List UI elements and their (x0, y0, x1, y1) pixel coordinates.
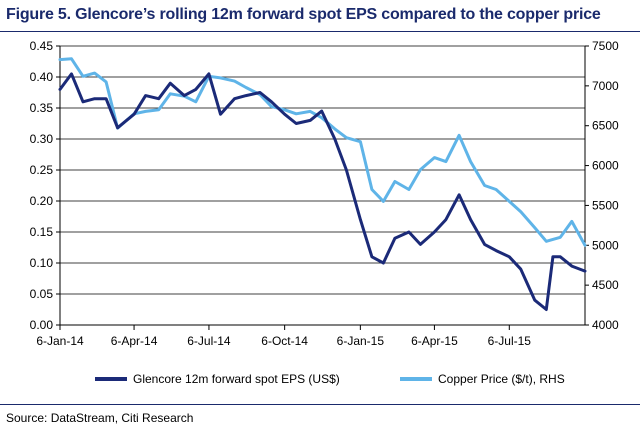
source-rule (0, 404, 640, 405)
left-axis-ticks: 0.00 0.05 0.10 0.15 0.20 0.25 0.30 0.35 0.40 0.45 (30, 39, 60, 332)
left-tick-label: 0.40 (30, 70, 54, 84)
x-tick-label: 6-Apr-14 (111, 334, 158, 348)
x-tick-label: 6-Jul-15 (488, 334, 532, 348)
left-tick-label: 0.20 (30, 194, 54, 208)
grid-lines (60, 45, 585, 295)
legend-swatch-eps (95, 377, 127, 381)
figure-title: Figure 5. Glencore’s rolling 12m forward… (6, 6, 601, 23)
left-tick-label: 0.10 (30, 256, 54, 270)
right-tick-label: 5000 (592, 238, 619, 252)
left-tick-label: 0.05 (30, 287, 54, 301)
x-tick-label: 6-Oct-14 (261, 334, 308, 348)
legend-item-copper: Copper Price ($/t), RHS (400, 372, 565, 386)
axes (59, 46, 586, 326)
right-tick-label: 6500 (592, 119, 619, 133)
right-tick-label: 6000 (592, 159, 619, 173)
right-tick-label: 4000 (592, 318, 619, 332)
legend-swatch-copper (400, 377, 432, 381)
left-tick-label: 0.25 (30, 163, 54, 177)
left-tick-label: 0.45 (30, 39, 54, 53)
series-line-eps (58, 72, 587, 311)
legend-label-copper: Copper Price ($/t), RHS (438, 372, 565, 386)
right-tick-label: 5500 (592, 198, 619, 212)
right-axis-ticks: 4000 4500 5000 5500 6000 6500 7000 7500 (585, 39, 619, 332)
left-tick-label: 0.30 (30, 132, 54, 146)
left-tick-label: 0.15 (30, 225, 54, 239)
legend-label-eps: Glencore 12m forward spot EPS (US$) (133, 372, 340, 386)
legend: Glencore 12m forward spot EPS (US$) Copp… (0, 372, 640, 392)
left-tick-label: 0.00 (30, 318, 54, 332)
x-tick-label: 6-Apr-15 (411, 334, 458, 348)
x-tick-label: 6-Jan-14 (36, 334, 84, 348)
right-tick-label: 4500 (592, 278, 619, 292)
title-rule (0, 31, 640, 32)
x-tick-label: 6-Jan-15 (337, 334, 385, 348)
legend-item-eps: Glencore 12m forward spot EPS (US$) (95, 372, 340, 386)
right-tick-label: 7000 (592, 79, 619, 93)
series-line-copper (58, 57, 587, 247)
source-note: Source: DataStream, Citi Research (6, 411, 194, 425)
left-tick-label: 0.35 (30, 101, 54, 115)
x-tick-label: 6-Jul-14 (187, 334, 231, 348)
right-tick-label: 7500 (592, 39, 619, 53)
series-lines (58, 57, 587, 311)
x-axis-ticks: 6-Jan-14 6-Apr-14 6-Jul-14 6-Oct-14 6-Jan-15… (36, 325, 531, 348)
